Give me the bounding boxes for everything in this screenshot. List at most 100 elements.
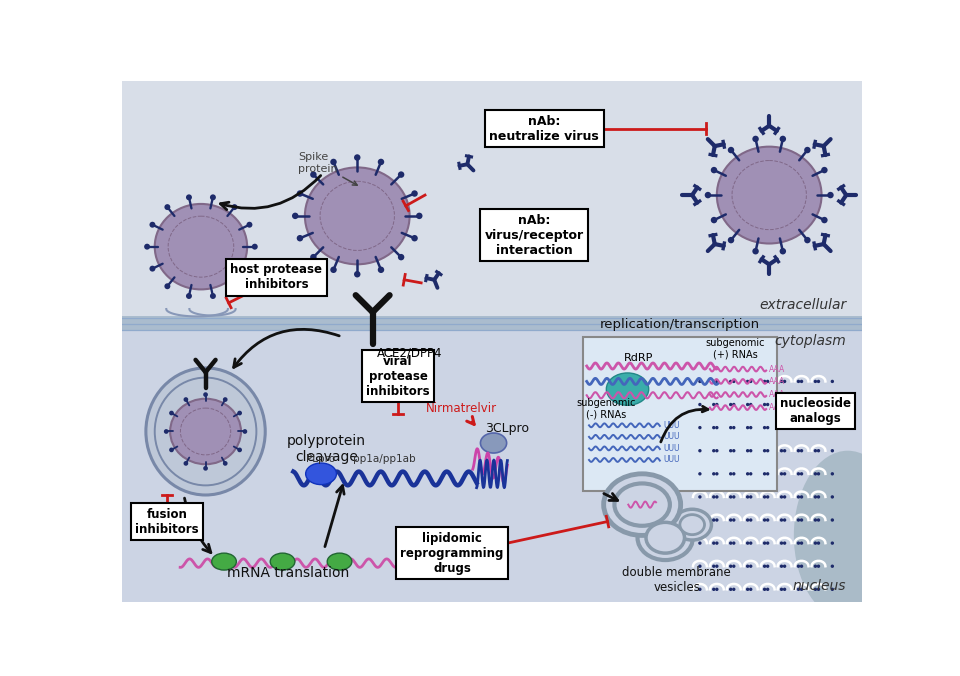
- Ellipse shape: [271, 553, 295, 570]
- Circle shape: [814, 403, 817, 406]
- Circle shape: [830, 518, 834, 522]
- Circle shape: [830, 587, 834, 591]
- Circle shape: [783, 541, 786, 545]
- Circle shape: [749, 564, 753, 568]
- Circle shape: [698, 403, 702, 406]
- Circle shape: [830, 472, 834, 475]
- Circle shape: [800, 587, 804, 591]
- Circle shape: [746, 380, 750, 383]
- Circle shape: [797, 449, 800, 452]
- Circle shape: [800, 518, 804, 522]
- Circle shape: [797, 518, 800, 522]
- Circle shape: [354, 271, 361, 277]
- Circle shape: [169, 448, 174, 452]
- Circle shape: [763, 541, 766, 545]
- Circle shape: [715, 449, 718, 452]
- Circle shape: [830, 426, 834, 429]
- Circle shape: [800, 496, 804, 499]
- Ellipse shape: [155, 204, 247, 289]
- Circle shape: [783, 564, 786, 568]
- Text: replication/transcription: replication/transcription: [600, 318, 760, 331]
- Circle shape: [749, 472, 753, 475]
- Circle shape: [164, 204, 170, 210]
- Circle shape: [766, 380, 769, 383]
- Text: 3CLpro: 3CLpro: [486, 422, 529, 435]
- Circle shape: [763, 496, 766, 499]
- Circle shape: [710, 217, 717, 223]
- Text: PLpro: PLpro: [306, 454, 336, 464]
- Text: extracellular: extracellular: [759, 298, 846, 312]
- Circle shape: [330, 266, 337, 273]
- Circle shape: [712, 426, 715, 429]
- Circle shape: [830, 403, 834, 406]
- Text: subgenomic
(-) RNAs: subgenomic (-) RNAs: [576, 397, 636, 419]
- Circle shape: [766, 518, 769, 522]
- Circle shape: [210, 195, 216, 200]
- Circle shape: [746, 541, 750, 545]
- Circle shape: [746, 426, 750, 429]
- Ellipse shape: [614, 483, 670, 526]
- Circle shape: [732, 380, 735, 383]
- Circle shape: [698, 518, 702, 522]
- Circle shape: [783, 380, 786, 383]
- Circle shape: [814, 587, 817, 591]
- Circle shape: [746, 496, 750, 499]
- Circle shape: [729, 496, 732, 499]
- Circle shape: [749, 380, 753, 383]
- Circle shape: [183, 397, 188, 402]
- Circle shape: [712, 449, 715, 452]
- Circle shape: [729, 380, 732, 383]
- Circle shape: [797, 380, 800, 383]
- Circle shape: [729, 426, 732, 429]
- Circle shape: [763, 564, 766, 568]
- Circle shape: [164, 429, 169, 434]
- Circle shape: [729, 564, 732, 568]
- Circle shape: [780, 518, 783, 522]
- Circle shape: [210, 293, 216, 299]
- Circle shape: [763, 426, 766, 429]
- Text: polyprotein
cleavage: polyprotein cleavage: [287, 434, 366, 464]
- Circle shape: [150, 266, 156, 272]
- Circle shape: [712, 403, 715, 406]
- Text: nAb:
virus/receptor
interaction: nAb: virus/receptor interaction: [485, 214, 584, 257]
- Text: AAA: AAA: [402, 558, 423, 568]
- Circle shape: [712, 564, 715, 568]
- Circle shape: [411, 191, 418, 197]
- Circle shape: [817, 449, 820, 452]
- Circle shape: [780, 380, 783, 383]
- Circle shape: [763, 518, 766, 522]
- Circle shape: [797, 496, 800, 499]
- Circle shape: [715, 496, 718, 499]
- Circle shape: [247, 266, 252, 272]
- Circle shape: [763, 380, 766, 383]
- Circle shape: [746, 587, 750, 591]
- Ellipse shape: [794, 451, 901, 620]
- Circle shape: [729, 587, 732, 591]
- Circle shape: [231, 283, 237, 289]
- Circle shape: [732, 472, 735, 475]
- Circle shape: [828, 192, 833, 198]
- Circle shape: [783, 449, 786, 452]
- Bar: [123, 316, 861, 331]
- Text: Nirmatrelvir: Nirmatrelvir: [425, 402, 496, 415]
- Text: ACE2/DPP4: ACE2/DPP4: [377, 347, 443, 360]
- Circle shape: [144, 243, 150, 249]
- Circle shape: [817, 518, 820, 522]
- Ellipse shape: [170, 399, 241, 464]
- Circle shape: [814, 496, 817, 499]
- Ellipse shape: [680, 514, 705, 535]
- Circle shape: [797, 587, 800, 591]
- Circle shape: [766, 496, 769, 499]
- Circle shape: [247, 222, 252, 228]
- Circle shape: [169, 411, 174, 416]
- Ellipse shape: [146, 368, 265, 495]
- Circle shape: [800, 472, 804, 475]
- Circle shape: [780, 472, 783, 475]
- Circle shape: [817, 472, 820, 475]
- Circle shape: [729, 403, 732, 406]
- Circle shape: [746, 403, 750, 406]
- Circle shape: [766, 472, 769, 475]
- Circle shape: [150, 222, 156, 228]
- Circle shape: [223, 397, 228, 402]
- Circle shape: [780, 136, 786, 142]
